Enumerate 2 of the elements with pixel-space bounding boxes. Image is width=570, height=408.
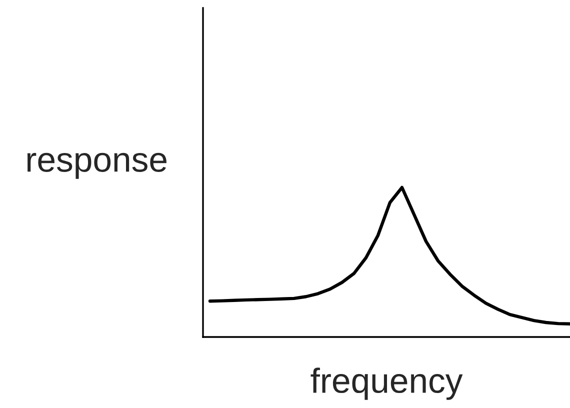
x-axis-title: frequency: [310, 368, 463, 400]
y-axis-title: response: [27, 152, 166, 179]
